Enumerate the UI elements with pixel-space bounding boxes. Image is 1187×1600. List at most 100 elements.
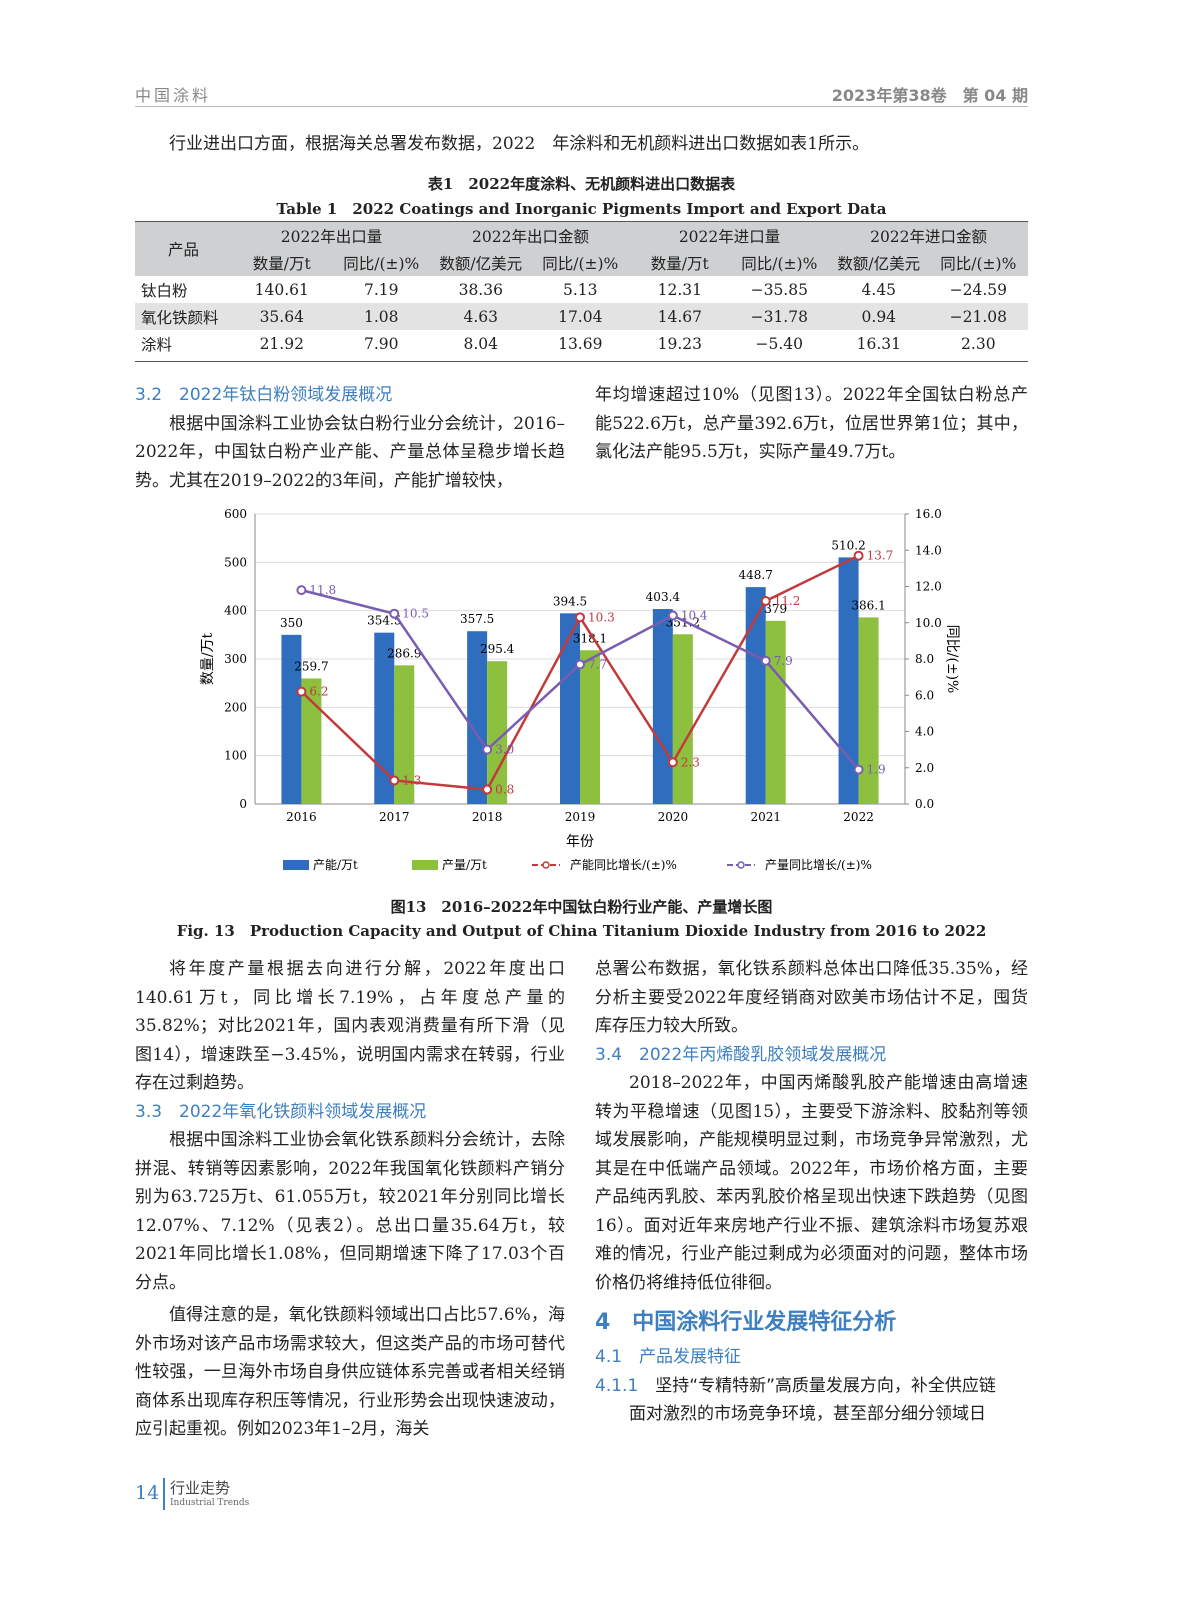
table-cell: 4.45	[861, 280, 897, 299]
marker	[853, 550, 864, 561]
header-cell: 产品	[135, 222, 232, 276]
column: 将年度产量根据去向进行分解，2022年度出口140.61万t，同比增长7.19%…	[135, 955, 565, 1444]
header-cell: 2022年进口金额	[829, 222, 1029, 249]
column: 年均增速超过10%（见图13）。2022年全国钛白粉总产能522.6万t，总产量…	[595, 381, 1028, 467]
x-tick-label: 2016	[286, 810, 317, 824]
x-tick-label: 2020	[658, 810, 689, 824]
paragraph: 总署公布数据，氧化铁系颜料总体出口降低35.35%，经分析主要受2022年度经销…	[595, 959, 1028, 1036]
intro: 行业进出口方面，根据海关总署发布数据，2022 年涂料和无机颜料进出口数据如表1…	[169, 134, 870, 154]
table-cell: −21.08	[928, 303, 1029, 330]
table-rule	[135, 221, 1028, 222]
table-cell: 7.19	[364, 280, 399, 299]
legend-marker	[737, 861, 745, 869]
data-label: 3.0	[495, 743, 514, 757]
table-cell: 14.67	[630, 303, 730, 330]
data-label: 350	[280, 616, 303, 630]
data-label: 7.9	[774, 654, 793, 668]
marker	[853, 764, 864, 775]
y-axis-label: 数量/万t	[200, 632, 216, 685]
header-cell: 同比/(±)%	[928, 249, 1029, 276]
table-cell: 1.08	[331, 303, 432, 330]
chart: 0 100 200 300 400 500 600 0.0 2.0 4.0 6.0 8.0 10.0 12…	[200, 507, 960, 872]
data-label: 394.5	[553, 594, 587, 608]
section-heading: 3.2 2022年钛白粉领域发展概况	[135, 385, 393, 405]
table-cell: −35.85	[750, 280, 808, 299]
bar	[394, 665, 415, 804]
figure-caption-en: Fig. 13 Production Capacity and Output o…	[176, 922, 987, 940]
row-header: 涂料	[141, 335, 173, 354]
bar	[560, 613, 580, 804]
y2-tick-label: 6.0	[915, 688, 934, 702]
y2-tick-label: 2.0	[915, 761, 934, 775]
paragraph: 根据中国涂料工业协会钛白粉行业分会统计，2016–2022年，中国钛白粉产业产能…	[135, 413, 565, 491]
y2-tick-label: 16.0	[915, 507, 942, 521]
header-cell: 数额/亿美元	[431, 249, 531, 276]
data-label: 318.1	[573, 631, 607, 645]
y-tick-label: 500	[224, 555, 247, 569]
y2-tick-label: 0.0	[915, 797, 934, 811]
y2-tick-label: 4.0	[915, 725, 934, 739]
header-cell: 数量/万t	[232, 249, 332, 276]
column: 3.2 2022年钛白粉领域发展概况 根据中国涂料工业协会钛白粉行业分会统计，2…	[135, 381, 565, 495]
bar	[281, 634, 302, 804]
header-cell: 2022年进口量	[630, 222, 830, 249]
data-label: 10.5	[402, 607, 429, 621]
x-axis-label: 年份	[566, 834, 594, 850]
header-cell: 同比/(±)%	[331, 249, 432, 276]
row-header: 氧化铁颜料	[135, 303, 232, 330]
header-row: 数量/万t 同比/(±)% 数额/亿美元 同比/(±)% 数量/万t 同比/(±)% 数额/…	[135, 249, 1029, 276]
table-cell: 13.69	[558, 334, 603, 353]
header-cell: 2022年出口金额	[431, 222, 631, 249]
paragraph: 年均增速超过10%（见图13）。2022年全国钛白粉总产能522.6万t，总产量…	[595, 385, 1028, 462]
y-tick-label: 400	[224, 604, 247, 618]
bar	[838, 557, 859, 804]
paragraph: 面对激烈的市场竞争环境，甚至部分细分领域日	[629, 1404, 986, 1424]
table-cell: 17.04	[530, 303, 631, 330]
table-cell: −24.59	[949, 280, 1007, 299]
y-tick-label: 300	[224, 652, 247, 666]
y2-tick-label: 12.0	[915, 580, 942, 594]
table-cell: 16.31	[856, 334, 901, 353]
section-heading: 3.3 2022年氧化铁颜料领域发展概况	[135, 1101, 427, 1122]
data-label: 386.1	[851, 598, 885, 612]
header-cell: 同比/(±)%	[530, 249, 631, 276]
marker	[389, 608, 400, 619]
y-tick-label: 200	[224, 700, 247, 714]
bar	[745, 587, 766, 804]
section-heading: 3.4 2022年丙烯酸乳胶领域发展概况	[595, 1044, 887, 1065]
marker	[575, 659, 585, 670]
bar	[580, 650, 600, 804]
y-tick-label: 0	[239, 797, 247, 811]
marker	[296, 585, 307, 596]
data-label: 1.9	[867, 763, 886, 777]
heading-text: 坚持“专精特新”高质量发展方向，补全供应链	[655, 1375, 996, 1396]
x-tick-label: 2019	[565, 810, 596, 824]
table: 产品 2022年出口量 2022年出口金额 2022年进口量 2022年进口金额 数量/万…	[135, 222, 1029, 357]
paragraph: 根据中国涂料工业协会氧化铁系颜料分会统计，去除拼混、转销等因素影响，2022年我…	[135, 1130, 565, 1293]
header-cell: 2022年出口量	[232, 222, 432, 249]
data-label: 510.2	[831, 538, 865, 552]
table-cell: −5.40	[755, 334, 804, 353]
row-header: 钛白粉	[141, 281, 188, 300]
data-label: 295.4	[480, 642, 515, 656]
legend-marker	[542, 861, 550, 869]
table-cell: 38.36	[458, 280, 503, 299]
data-label: 6.2	[309, 685, 328, 699]
bar	[467, 631, 488, 804]
marker	[482, 784, 493, 795]
table-cell: 21.92	[259, 334, 304, 353]
marker	[482, 744, 493, 755]
data-label: 13.7	[867, 549, 894, 563]
heading-number: 4.1.1	[595, 1375, 639, 1396]
marker	[575, 612, 585, 623]
data-label: 10.3	[588, 610, 615, 624]
marker	[389, 775, 400, 786]
marker	[296, 686, 307, 697]
legend-swatch	[283, 860, 309, 870]
legend-label: 产量同比增长/(±)%	[765, 858, 872, 872]
figure-caption: 图13 2016–2022年中国钛白粉行业产能、产量增长图	[390, 898, 773, 916]
y-tick-label: 600	[224, 507, 247, 521]
table-cell: 8.04	[463, 334, 499, 353]
table-cell: 2.30	[961, 334, 996, 353]
bar	[672, 634, 693, 804]
